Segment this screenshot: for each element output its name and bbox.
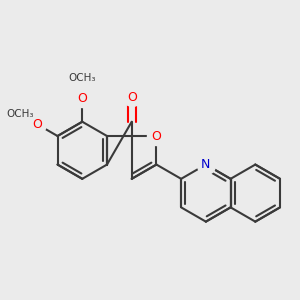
Text: O: O [127, 91, 136, 104]
Text: OCH₃: OCH₃ [6, 109, 34, 119]
Text: N: N [201, 158, 211, 171]
Text: O: O [32, 118, 42, 131]
Text: O: O [152, 130, 161, 142]
Text: OCH₃: OCH₃ [68, 73, 96, 83]
Text: O: O [77, 92, 87, 105]
